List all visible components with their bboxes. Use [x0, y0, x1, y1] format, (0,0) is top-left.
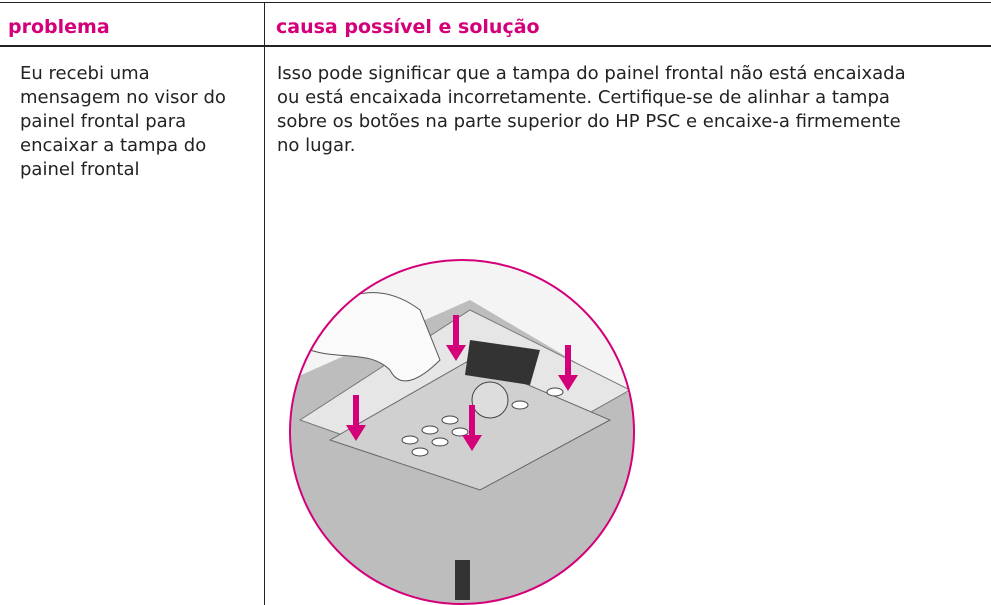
problem-line: encaixar a tampa do: [20, 135, 207, 156]
problem-line: mensagem no visor do: [20, 87, 226, 108]
solution-line: ou está encaixada incorretamente. Certif…: [277, 87, 890, 108]
problem-line: Eu recebi uma: [20, 63, 150, 84]
problem-line: painel frontal para: [20, 111, 187, 132]
problem-line: painel frontal: [20, 159, 140, 180]
solution-text: Isso pode significar que a tampa do pain…: [277, 62, 906, 158]
header-cause: causa possível e solução: [276, 16, 540, 38]
header-problem: problema: [8, 16, 110, 38]
solution-line: Isso pode significar que a tampa do pain…: [277, 63, 906, 84]
top-rule: [0, 2, 991, 3]
header-rule: [0, 45, 991, 47]
solution-line: no lugar.: [277, 135, 356, 156]
solution-line: sobre os botões na parte superior do HP …: [277, 111, 901, 132]
column-divider: [264, 3, 265, 605]
problem-text: Eu recebi uma mensagem no visor do painel …: [20, 62, 226, 182]
